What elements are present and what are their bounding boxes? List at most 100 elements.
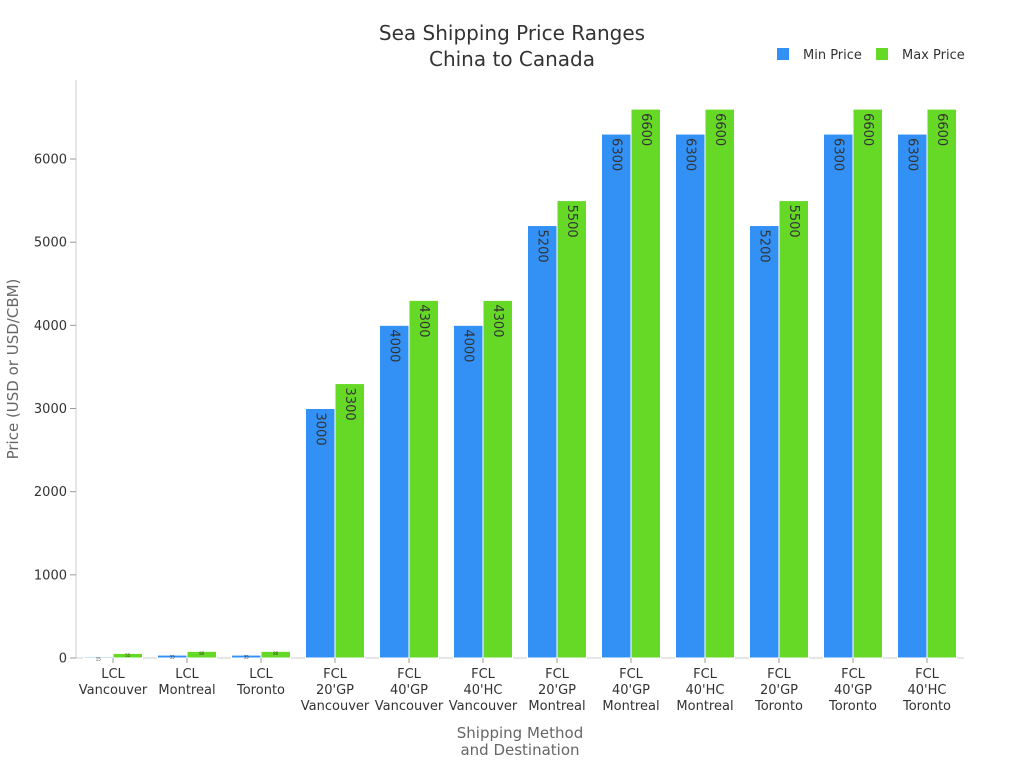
y-axis-ticks: 0 1000 2000 3000 4000 5000 6000 (34, 153, 76, 667)
x-tick-label: LCL (175, 667, 199, 682)
bar-max-price (408, 299, 439, 659)
x-tick-label: LCL (249, 667, 273, 682)
x-tick-label: 40'HC (686, 683, 725, 698)
x-tick-label: FCL (915, 667, 940, 682)
x-tick-label: FCL (693, 667, 718, 682)
bar-max-price (704, 108, 735, 659)
x-tick-label: 20'GP (760, 683, 798, 698)
x-tick-label: LCL (101, 667, 125, 682)
x-tick-label: 40'GP (834, 683, 872, 698)
bar-value-label: 5500 (564, 205, 579, 238)
bar-value-label: 6600 (860, 113, 875, 146)
x-tick-label: Toronto (754, 699, 803, 714)
y-axis-title: Price (USD or USD/CBM) (4, 279, 22, 460)
bar-value-label: 6300 (682, 138, 697, 171)
bar-min-price (453, 324, 484, 659)
bar-min-price (823, 133, 854, 659)
y-tick-label: 6000 (34, 153, 67, 168)
legend: Min Price Max Price (777, 48, 965, 63)
bar-value-label: 80 (273, 651, 279, 656)
legend-label-min-price: Min Price (803, 48, 862, 63)
x-tick-label: 20'GP (538, 683, 576, 698)
legend-swatch-max-price (876, 48, 888, 60)
x-tick-label: 40'HC (908, 683, 947, 698)
x-tick-label: FCL (545, 667, 570, 682)
x-tick-label: FCL (841, 667, 866, 682)
x-tick-label: Montreal (676, 699, 733, 714)
x-axis-title-line-2: and Destination (460, 741, 579, 759)
y-tick-label: 4000 (34, 319, 67, 334)
legend-swatch-min-price (777, 48, 789, 60)
bar-value-label: 15 (96, 656, 102, 661)
x-tick-label: Montreal (158, 683, 215, 698)
x-axis-title-line-1: Shipping Method (457, 724, 583, 742)
bar-value-label: 6600 (934, 113, 949, 146)
bar-value-label: 4000 (460, 329, 475, 362)
bar-value-label: 6300 (830, 138, 845, 171)
chart-title-line-2: China to Canada (429, 47, 595, 71)
bar-min-price (675, 133, 706, 659)
x-tick-label: Montreal (602, 699, 659, 714)
bar-max-price (260, 650, 291, 659)
bar-value-label: 80 (199, 651, 205, 656)
x-tick-label: FCL (619, 667, 644, 682)
x-tick-label: Vancouver (79, 683, 148, 698)
y-tick-label: 1000 (34, 568, 67, 583)
bar-max-price (482, 299, 513, 659)
bar-value-label: 6600 (638, 113, 653, 146)
x-tick-label: Vancouver (449, 699, 518, 714)
x-tick-label: FCL (323, 667, 348, 682)
x-tick-label: Montreal (528, 699, 585, 714)
x-tick-label: FCL (397, 667, 422, 682)
bar-value-label: 4300 (416, 304, 431, 337)
x-tick-label: FCL (471, 667, 496, 682)
x-tick-label: FCL (767, 667, 792, 682)
chart-title-line-1: Sea Shipping Price Ranges (379, 21, 645, 45)
bar-value-label: 55 (125, 653, 131, 658)
bar-value-label: 35 (170, 655, 176, 660)
bar-max-price (112, 652, 143, 659)
bar-max-price (778, 200, 809, 659)
legend-label-max-price: Max Price (902, 48, 965, 63)
bar-value-label: 5200 (756, 230, 771, 263)
bar-max-price (186, 650, 217, 659)
bar-min-price (527, 225, 558, 659)
bar-max-price (852, 108, 883, 659)
bar-min-price (601, 133, 632, 659)
bar-value-label: 6600 (712, 113, 727, 146)
x-tick-label: 40'GP (612, 683, 650, 698)
bar-max-price (556, 200, 587, 659)
bars (83, 108, 957, 659)
bar-min-price (379, 324, 410, 659)
bar-value-label: 6300 (608, 138, 623, 171)
bar-value-label: 3000 (312, 413, 327, 446)
bar-value-label: 3300 (342, 388, 357, 421)
x-tick-label: Toronto (828, 699, 877, 714)
y-tick-label: 0 (59, 652, 67, 667)
bar-value-label: 6300 (904, 138, 919, 171)
x-tick-label: 40'HC (464, 683, 503, 698)
x-tick-label: 20'GP (316, 683, 354, 698)
y-tick-label: 3000 (34, 402, 67, 417)
x-tick-label: Toronto (236, 683, 285, 698)
bar-min-price (897, 133, 928, 659)
x-tick-label: Vancouver (375, 699, 444, 714)
y-tick-label: 2000 (34, 485, 67, 500)
bar-value-labels: 15 55 35 80 35 80 3000 3300 4000 4300 4000 4300 5200… (96, 113, 949, 661)
x-axis-tick-labels: LCLVancouverLCLMontrealLCLTorontoFCL20'G… (79, 658, 951, 714)
bar-min-price (749, 225, 780, 659)
bar-value-label: 35 (244, 655, 250, 660)
x-tick-label: Vancouver (301, 699, 370, 714)
bar-min-price (305, 408, 336, 659)
y-tick-label: 5000 (34, 236, 67, 251)
bar-max-price (926, 108, 957, 659)
bar-value-label: 5200 (534, 230, 549, 263)
bar-max-price (334, 383, 365, 659)
x-tick-label: Toronto (902, 699, 951, 714)
bar-value-label: 4300 (490, 304, 505, 337)
bar-value-label: 4000 (386, 329, 401, 362)
x-tick-label: 40'GP (390, 683, 428, 698)
bar-value-label: 5500 (786, 205, 801, 238)
bar-max-price (630, 108, 661, 659)
